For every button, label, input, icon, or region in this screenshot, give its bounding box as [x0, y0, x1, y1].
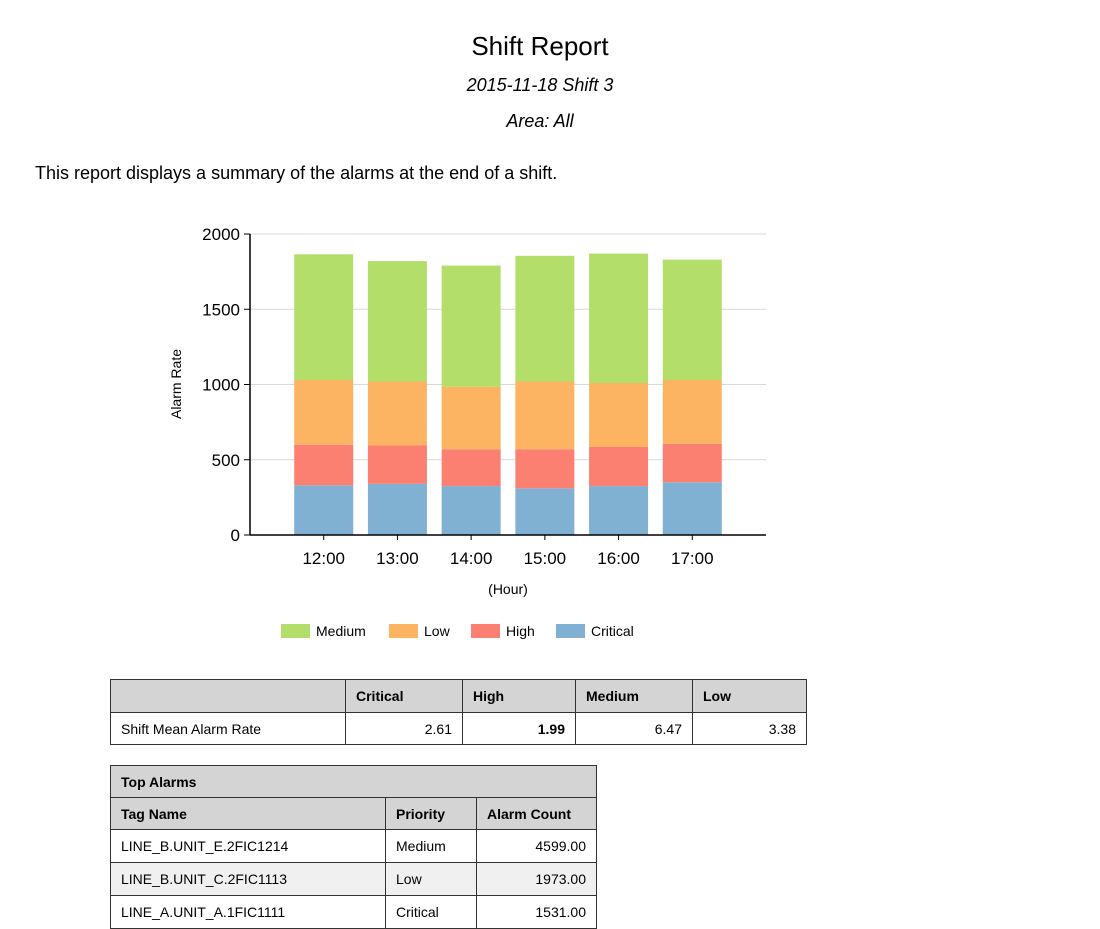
report-area: Area: All: [506, 111, 574, 131]
table-header-cell: Critical: [345, 679, 463, 713]
alarm-count: 1531.00: [476, 895, 597, 929]
table-header-cell: Low: [692, 679, 807, 713]
bar-segment-medium: [589, 253, 649, 383]
table-header-cell: High: [462, 679, 576, 713]
alarm-count: 1973.00: [476, 862, 597, 896]
report-description: This report displays a summary of the al…: [35, 163, 558, 183]
y-tick-label: 500: [212, 451, 240, 470]
alarm-rate-chart: 0 500 1000 1500 2000 12:00 13:00 14:00 15:00 16:0…: [168, 225, 766, 639]
y-tick-label: 1000: [202, 376, 240, 395]
table-header-cell: Priority: [385, 797, 477, 830]
shift-mean-alarm-rate-table: Critical High Medium Low Shift Mean Alar…: [110, 679, 807, 745]
y-axis-label: Alarm Rate: [168, 349, 184, 419]
bar-segment-low: [515, 381, 575, 450]
low-rate: 3.38: [692, 712, 807, 745]
legend-swatch-medium: [281, 624, 310, 638]
bar-segment-high: [367, 445, 427, 484]
bar-segment-low: [662, 379, 722, 444]
bar-segment-critical: [515, 488, 575, 535]
table-row: Shift Mean Alarm Rate 2.61 1.99 6.47 3.3…: [110, 712, 807, 745]
legend-swatch-high: [471, 624, 500, 638]
table-row: LINE_B.UNIT_E.2FIC1214 Medium 4599.00: [110, 829, 597, 863]
medium-rate: 6.47: [575, 712, 693, 745]
bar-segment-medium: [294, 254, 354, 380]
priority: Medium: [385, 829, 477, 863]
bar-segment-high: [662, 443, 722, 483]
bar-segment-high: [294, 444, 354, 486]
bar-segment-high: [515, 449, 575, 489]
top-alarms-title: Top Alarms: [110, 765, 597, 798]
x-axis-label: (Hour): [488, 581, 528, 597]
x-tick-label: 16:00: [597, 549, 640, 568]
table-header-cell: [110, 679, 346, 713]
table-header-cell: Tag Name: [110, 797, 386, 830]
critical-rate: 2.61: [345, 712, 463, 745]
bar-segment-medium: [662, 259, 722, 380]
x-tick-label: 13:00: [376, 549, 419, 568]
bar-segment-low: [589, 382, 649, 447]
tag-name: LINE_B.UNIT_C.2FIC1113: [110, 862, 386, 896]
bar-segment-critical: [662, 482, 722, 535]
table-row: LINE_A.UNIT_A.1FIC1111 Critical 1531.00: [110, 895, 597, 929]
tag-name: LINE_B.UNIT_E.2FIC1214: [110, 829, 386, 863]
legend-label-medium: Medium: [316, 623, 366, 639]
y-tick-label: 0: [231, 526, 240, 545]
alarm-count: 4599.00: [476, 829, 597, 863]
bar-segment-critical: [367, 483, 427, 535]
x-tick-label: 14:00: [450, 549, 493, 568]
y-tick-label: 1500: [202, 300, 240, 319]
bar-segment-medium: [441, 265, 501, 387]
tag-name: LINE_A.UNIT_A.1FIC1111: [110, 895, 386, 929]
y-tick-label: 2000: [202, 225, 240, 244]
top-alarms-table: Top Alarms Tag Name Priority Alarm Count…: [110, 765, 597, 929]
bar-segment-high: [589, 446, 649, 487]
bar-segment-low: [294, 379, 354, 445]
legend-label-low: Low: [424, 623, 451, 639]
table-header-row: Critical High Medium Low: [110, 679, 807, 713]
table-header-row: Tag Name Priority Alarm Count: [110, 797, 597, 830]
legend-swatch-critical: [556, 624, 585, 638]
bar-segment-medium: [515, 255, 575, 382]
row-label: Shift Mean Alarm Rate: [110, 712, 346, 745]
bar-segment-low: [367, 381, 427, 446]
table-title-row: Top Alarms: [110, 765, 597, 798]
table-header-cell: Alarm Count: [476, 797, 597, 830]
bar-segment-low: [441, 386, 501, 450]
legend-swatch-low: [389, 624, 418, 638]
bar-segment-medium: [367, 261, 427, 382]
priority: Low: [385, 862, 477, 896]
report-title: Shift Report: [471, 31, 609, 61]
bar-segment-critical: [441, 486, 501, 535]
report-subtitle: 2015-11-18 Shift 3: [466, 75, 614, 95]
legend-label-critical: Critical: [591, 623, 634, 639]
legend-label-high: High: [506, 623, 535, 639]
bar-segment-critical: [589, 486, 649, 535]
x-tick-label: 12:00: [302, 549, 345, 568]
x-tick-label: 17:00: [671, 549, 714, 568]
bar-segment-critical: [294, 485, 354, 535]
x-tick-label: 15:00: [524, 549, 567, 568]
bar-segment-high: [441, 449, 501, 487]
table-header-cell: Medium: [575, 679, 693, 713]
priority: Critical: [385, 895, 477, 929]
table-row: LINE_B.UNIT_C.2FIC1113 Low 1973.00: [110, 862, 597, 896]
high-rate: 1.99: [462, 712, 576, 745]
